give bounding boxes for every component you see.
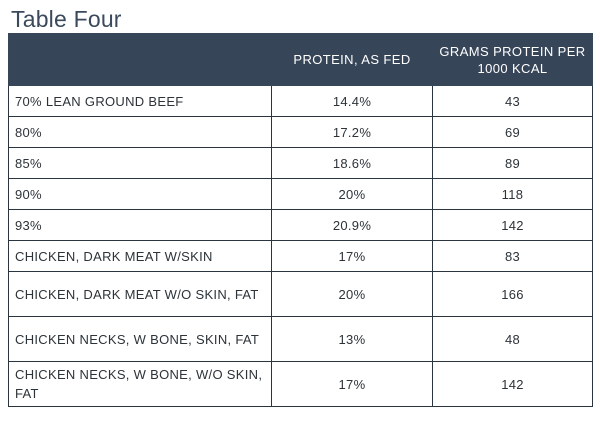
row-grams: 89	[432, 147, 593, 179]
table-row: 90% 20% 118	[8, 178, 593, 210]
table-row: 93% 20.9% 142	[8, 209, 593, 241]
row-food: CHICKEN, DARK MEAT W/O SKIN, FAT	[8, 271, 272, 317]
row-protein: 17%	[271, 361, 433, 407]
row-food: 80%	[8, 116, 272, 148]
row-protein: 17%	[271, 240, 433, 272]
row-protein: 17.2%	[271, 116, 433, 148]
header-protein-as-fed: PROTEIN, AS FED	[271, 33, 433, 86]
row-grams: 69	[432, 116, 593, 148]
row-protein: 20.9%	[271, 209, 433, 241]
header-food	[8, 33, 272, 86]
row-food: CHICKEN NECKS, W BONE, SKIN, FAT	[8, 316, 272, 362]
row-protein: 20%	[271, 178, 433, 210]
row-protein: 13%	[271, 316, 433, 362]
row-food: 85%	[8, 147, 272, 179]
table-row: 70% LEAN GROUND BEEF 14.4% 43	[8, 85, 593, 117]
row-grams: 166	[432, 271, 593, 317]
row-grams: 43	[432, 85, 593, 117]
row-grams: 48	[432, 316, 593, 362]
row-protein: 20%	[271, 271, 433, 317]
table-row: CHICKEN, DARK MEAT W/SKIN 17% 83	[8, 240, 593, 272]
row-protein: 18.6%	[271, 147, 433, 179]
protein-table: PROTEIN, AS FED GRAMS PROTEIN PER 1000 K…	[8, 33, 593, 407]
row-protein: 14.4%	[271, 85, 433, 117]
header-grams-protein: GRAMS PROTEIN PER 1000 KCAL	[432, 33, 593, 86]
table-header-row: PROTEIN, AS FED GRAMS PROTEIN PER 1000 K…	[8, 33, 593, 86]
row-food: 90%	[8, 178, 272, 210]
row-grams: 118	[432, 178, 593, 210]
table-row: CHICKEN NECKS, W BONE, SKIN, FAT 13% 48	[8, 316, 593, 362]
table-row: CHICKEN, DARK MEAT W/O SKIN, FAT 20% 166	[8, 271, 593, 317]
row-grams: 142	[432, 209, 593, 241]
row-grams: 83	[432, 240, 593, 272]
row-food: CHICKEN, DARK MEAT W/SKIN	[8, 240, 272, 272]
table-row: 85% 18.6% 89	[8, 147, 593, 179]
table-title: Table Four	[11, 6, 122, 32]
table-row: 80% 17.2% 69	[8, 116, 593, 148]
row-food: CHICKEN NECKS, W BONE, W/O SKIN, FAT	[8, 361, 272, 407]
row-food: 70% LEAN GROUND BEEF	[8, 85, 272, 117]
row-food: 93%	[8, 209, 272, 241]
table-row: CHICKEN NECKS, W BONE, W/O SKIN, FAT 17%…	[8, 361, 593, 407]
row-grams: 142	[432, 361, 593, 407]
